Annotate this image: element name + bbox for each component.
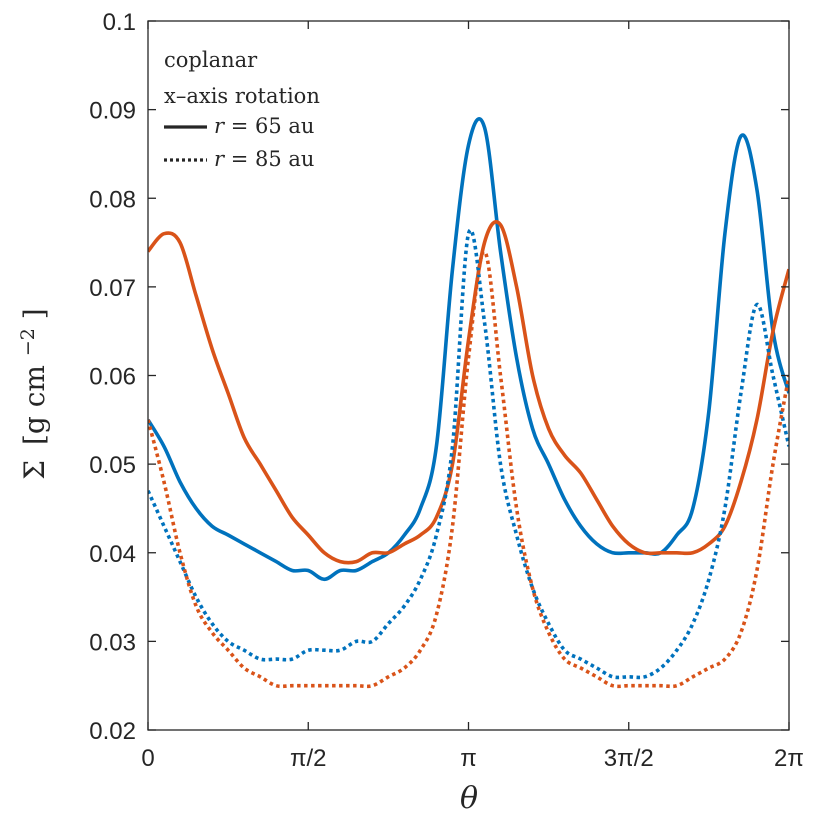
- y-axis-label: Σ [g cm −2 ]: [8, 308, 51, 479]
- series-layer: [148, 117, 789, 689]
- legend-entry-style-2: r = 85 au: [214, 147, 314, 171]
- x-axis-label: θ: [460, 781, 478, 816]
- x-tick-label: 2π: [774, 745, 804, 772]
- y-tick-label: 0.07: [89, 275, 136, 302]
- legend-entry-style-1: r = 65 au: [214, 114, 314, 138]
- y-tick-label: 0.04: [89, 541, 136, 568]
- series-line-3: [148, 228, 789, 680]
- y-axis-label-unit: [g cm: [18, 365, 51, 445]
- series-line-4: [148, 249, 789, 689]
- y-tick-label: 0.02: [89, 718, 136, 745]
- legend-entry-group-1: coplanar: [164, 48, 258, 72]
- y-tick-label: 0.05: [89, 452, 136, 479]
- y-tick-label: 0.03: [89, 629, 136, 656]
- x-tick-label: 0: [141, 745, 154, 772]
- y-tick-label: 0.09: [89, 98, 136, 125]
- axes-layer: 0 π/2 π 3π/2 2π 0.02 0.03 0.04 0.05 0.06 0.07 0.08 0…: [89, 9, 804, 772]
- x-tick-label: π: [460, 745, 477, 772]
- y-tick-label: 0.06: [89, 364, 136, 391]
- y-tick-label: 0.1: [103, 9, 136, 36]
- legend-entry-group-2: x–axis rotation: [164, 84, 320, 108]
- y-tick-label: 0.08: [89, 186, 136, 213]
- y-axis-label-exponent: −2: [17, 328, 39, 356]
- x-tick-label: 3π/2: [604, 745, 654, 772]
- y-axis-label-close: ]: [18, 308, 51, 319]
- series-line-1: [148, 117, 789, 582]
- legend: coplanar x–axis rotation r = 65 au r = 85 a…: [164, 48, 320, 171]
- x-tick-label: π/2: [290, 745, 327, 772]
- y-axis-label-symbol: Σ: [18, 460, 51, 480]
